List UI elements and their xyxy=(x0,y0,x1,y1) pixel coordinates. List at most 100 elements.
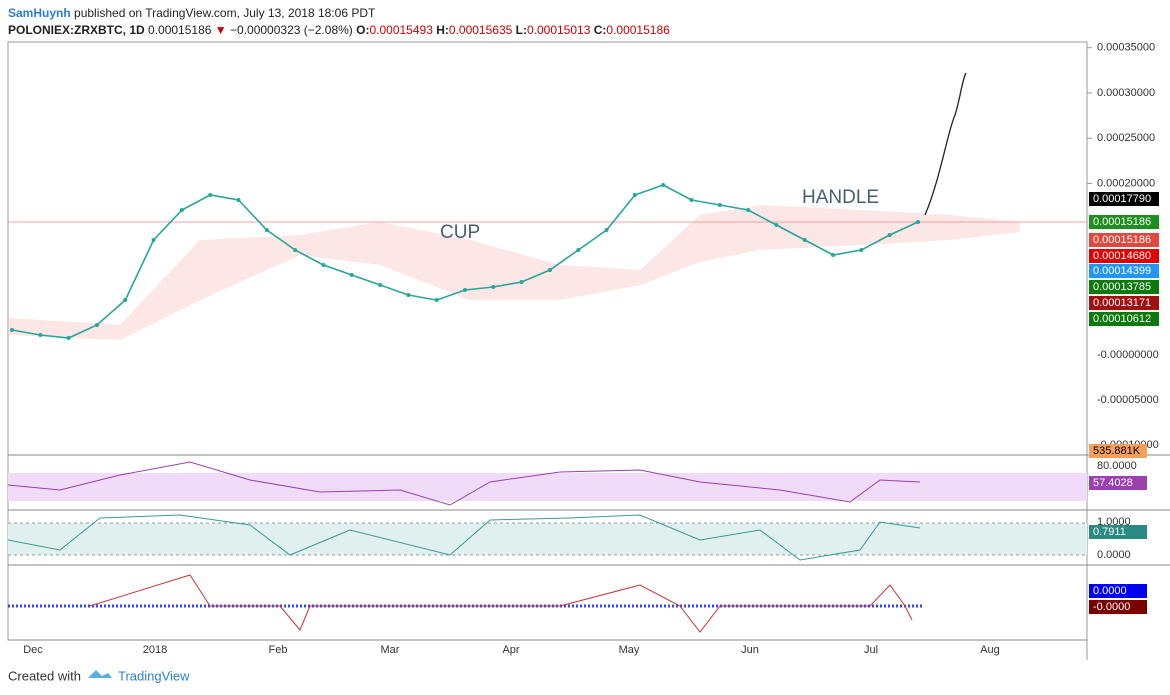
osc-line xyxy=(7,514,921,561)
price-badge-label: 0.00017790 xyxy=(1093,193,1151,205)
projection-curve xyxy=(924,72,967,216)
badge-label: 57.4028 xyxy=(1093,477,1133,489)
badge-label: 535.881K xyxy=(1093,445,1141,457)
badge xyxy=(1089,600,1147,614)
y-tick-label: 0.00035000 xyxy=(1097,42,1155,54)
y-tick-label: 0.00030000 xyxy=(1097,87,1155,99)
annotation: CUP xyxy=(440,222,480,243)
osc-band xyxy=(8,523,1087,555)
price-badge-label: 0.00014680 xyxy=(1093,250,1151,262)
badge-label: 0.7911 xyxy=(1093,526,1126,538)
symbol-line: POLONIEX:ZRXBTC, 1D 0.00015186 ▼ −0.0000… xyxy=(8,23,670,37)
x-tick-label: Feb xyxy=(269,644,288,656)
price-point xyxy=(66,335,71,340)
volume-axis-label: -0.00005000 xyxy=(1097,394,1159,406)
price-point xyxy=(859,248,864,252)
close: 0.00015186 xyxy=(606,23,670,37)
price-point xyxy=(576,248,581,252)
y-tick-label: 0.00025000 xyxy=(1097,132,1155,144)
high: 0.00015635 xyxy=(448,23,513,37)
tv-logo xyxy=(88,670,112,678)
footer-created: Created with xyxy=(8,668,81,683)
price-point xyxy=(746,207,751,212)
price-point xyxy=(123,298,128,303)
price-point xyxy=(264,227,269,232)
price-point xyxy=(378,283,383,288)
arrow: ▼ xyxy=(214,23,227,37)
price-point xyxy=(831,252,836,257)
author[interactable]: SamHuynh xyxy=(8,6,71,20)
price-point xyxy=(94,323,99,328)
x-tick-label: Jul xyxy=(864,644,878,656)
badge-label: 0.0000 xyxy=(1093,585,1127,597)
badge xyxy=(1089,444,1147,458)
price-badge-label: 0.00013171 xyxy=(1093,297,1151,309)
price-point xyxy=(349,272,354,277)
c-label: C: xyxy=(593,23,607,37)
price-point xyxy=(293,248,298,252)
price-point xyxy=(321,263,326,268)
x-tick-label: Aug xyxy=(980,644,1000,656)
rsi-band xyxy=(8,473,1087,501)
osc-top: 1.0000 xyxy=(1097,516,1131,528)
price-point xyxy=(491,285,496,290)
price-badge-label: 0.00015186 xyxy=(1093,216,1151,228)
published: published on TradingView.com, July 13, 2… xyxy=(74,6,376,20)
x-tick-label: May xyxy=(619,644,640,656)
rsi-level: 80.0000 xyxy=(1097,460,1137,472)
ichimoku-cloud xyxy=(8,205,1020,340)
y-tick-label: 0.00020000 xyxy=(1097,177,1155,189)
price-badge xyxy=(1089,312,1159,326)
change: −0.00000323 (−2.08%) xyxy=(230,23,353,37)
price-badge xyxy=(1089,264,1159,278)
badge xyxy=(1089,476,1147,490)
price-badge xyxy=(1089,249,1159,263)
price-badge-label: 0.00010612 xyxy=(1093,313,1151,325)
x-tick-label: Dec xyxy=(23,644,43,656)
price-point xyxy=(774,223,779,228)
x-tick-label: Apr xyxy=(502,644,519,656)
price-point xyxy=(717,203,722,208)
macd-hist xyxy=(89,574,913,633)
price-point xyxy=(179,207,184,212)
osc-bottom: 0.0000 xyxy=(1097,549,1131,561)
badge xyxy=(1089,525,1147,539)
badge-label: -0.0000 xyxy=(1093,601,1130,613)
o-label: O: xyxy=(356,23,370,37)
x-tick-label: Mar xyxy=(381,644,400,656)
price-point xyxy=(463,288,467,293)
price-point xyxy=(519,280,524,285)
x-tick-label: Jun xyxy=(741,644,759,656)
price-point xyxy=(887,232,892,237)
price-point xyxy=(604,227,609,232)
badge xyxy=(1089,584,1147,598)
price-point xyxy=(38,332,43,337)
price-point xyxy=(434,298,439,303)
price-point xyxy=(547,268,552,273)
l-label: L: xyxy=(515,23,527,37)
price-badge xyxy=(1089,215,1159,229)
price-badge xyxy=(1089,280,1159,294)
price-point xyxy=(632,192,637,197)
price-point xyxy=(406,292,411,297)
price-point xyxy=(208,192,213,197)
price-badge xyxy=(1089,192,1159,206)
rsi-line xyxy=(7,461,921,506)
h-label: H: xyxy=(436,23,449,37)
price-badge-label: 0.00014399 xyxy=(1093,265,1151,277)
price-point xyxy=(916,220,920,225)
low: 0.00015013 xyxy=(526,23,591,37)
footer-brand: TradingView xyxy=(118,668,190,683)
open: 0.00015493 xyxy=(369,23,433,37)
price-point xyxy=(802,238,807,243)
price-point xyxy=(151,238,156,243)
price-badge xyxy=(1089,233,1159,247)
price-badge xyxy=(1089,296,1159,310)
volume-axis-label: -0.00010000 xyxy=(1097,439,1159,451)
volume-axis-label: -0.00000000 xyxy=(1097,349,1159,361)
price-point xyxy=(689,198,694,203)
price-point xyxy=(661,183,666,188)
header: SamHuynh published on TradingView.com, J… xyxy=(8,6,375,20)
